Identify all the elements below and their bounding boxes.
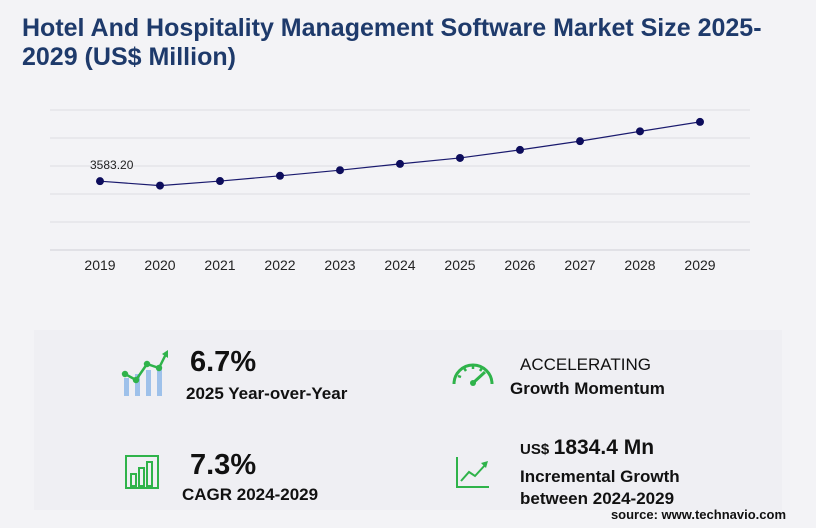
bar-growth-icon [121, 350, 168, 396]
data-point [96, 177, 104, 186]
data-point [636, 127, 644, 136]
data-point [696, 117, 704, 126]
data-point [336, 166, 344, 175]
momentum-head: ACCELERATING [520, 355, 651, 374]
data-labels: 3583.20 [90, 158, 134, 172]
data-point [156, 181, 164, 190]
data-point [276, 171, 284, 180]
data-point [216, 177, 224, 186]
x-tick-label: 2023 [324, 257, 355, 273]
series-line [99, 121, 701, 187]
x-tick-label: 2019 [84, 257, 115, 273]
x-tick-label: 2026 [504, 257, 535, 273]
cagr-label: CAGR 2024-2029 [182, 485, 319, 504]
data-point [396, 159, 404, 168]
incremental-value-row: US$ 1834.4 Mn [520, 436, 654, 460]
data-point [576, 137, 584, 146]
speedometer-icon [452, 363, 494, 386]
data-label: 3583.20 [90, 158, 134, 172]
data-point [516, 145, 524, 154]
data-point [456, 153, 464, 162]
incremental-label-2: between 2024-2029 [520, 489, 675, 508]
x-tick-label: 2020 [144, 257, 175, 273]
yoy-label: 2025 Year-over-Year [186, 384, 348, 403]
currency-prefix: US$ [520, 441, 550, 458]
incremental-label-1: Incremental Growth [520, 467, 680, 486]
incremental-value: 1834.4 Mn [553, 436, 655, 459]
x-tick-label: 2022 [264, 257, 295, 273]
cagr-value: 7.3% [190, 449, 257, 481]
chart-title: Hotel And Hospitality Management Softwar… [22, 14, 762, 71]
momentum-label: Growth Momentum [510, 379, 665, 398]
x-axis-ticks: 2019 2020 2021 2022 2023 2024 2025 2026 2027 2028… [84, 257, 715, 273]
trend-line-icon [456, 457, 489, 488]
x-tick-label: 2027 [564, 257, 595, 273]
x-tick-label: 2024 [384, 257, 415, 273]
x-tick-label: 2021 [204, 257, 235, 273]
x-tick-label: 2028 [624, 257, 655, 273]
x-tick-label: 2025 [444, 257, 475, 273]
line-chart: 2019 2020 2021 2022 2023 2024 2025 2026 2027 2028… [50, 109, 750, 273]
bar-chart-icon [125, 455, 159, 489]
x-tick-label: 2029 [684, 257, 715, 273]
yoy-value: 6.7% [190, 346, 257, 378]
data-points [96, 117, 704, 190]
source-credit: source: www.technavio.com [610, 507, 786, 522]
